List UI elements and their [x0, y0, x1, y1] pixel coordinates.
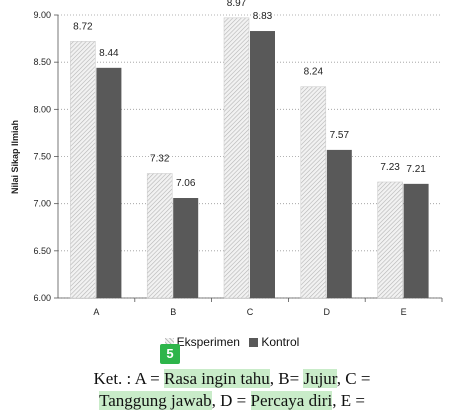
caption-text: Ket. : A = — [93, 369, 165, 388]
x-tick-label: C — [247, 307, 254, 317]
caption: Ket. : A = Rasa ingin tahu, B= Jujur, C … — [0, 368, 464, 412]
legend-label-kontrol: Kontrol — [261, 334, 300, 349]
bar-eksperimen-b — [146, 173, 173, 299]
caption-highlight-b: Jujur — [303, 369, 337, 388]
y-tick-label: 9.00 — [33, 10, 51, 20]
bar-eksperimen-e — [377, 181, 403, 299]
y-tick-label: 8.00 — [33, 104, 51, 114]
x-tick-label: E — [401, 307, 407, 317]
bar-eksperimen-c — [223, 17, 250, 299]
x-tick-label: A — [93, 307, 99, 317]
x-tick-label: B — [170, 307, 176, 317]
bar-kontrol-d — [326, 149, 352, 298]
data-label: 7.32 — [150, 153, 170, 164]
caption-highlight-c: Tanggung jawab — [99, 391, 212, 410]
data-label: 8.24 — [304, 67, 324, 78]
bar-kontrol-c — [250, 31, 275, 298]
legend-item-kontrol: Kontrol — [249, 335, 299, 349]
caption-text: , B= — [269, 369, 304, 388]
legend-swatch-kontrol — [249, 338, 259, 348]
legend-swatch-eksperimen — [164, 338, 174, 348]
data-label: 8.72 — [73, 21, 93, 32]
data-label: 8.97 — [227, 0, 247, 9]
legend-item-eksperimen: Eksperimen — [164, 334, 240, 349]
bar-eksperimen-d — [300, 86, 327, 299]
caption-highlight-a: Rasa ingin tahu — [164, 369, 270, 388]
data-label: 7.06 — [176, 178, 196, 189]
y-tick-label: 6.50 — [33, 246, 51, 256]
caption-text: , E = — [332, 391, 365, 410]
bar-kontrol-a — [96, 67, 122, 299]
data-label: 7.57 — [330, 130, 350, 141]
legend-label-eksperimen: Eksperimen — [176, 334, 240, 349]
x-tick-label: D — [324, 307, 331, 317]
data-label: 7.21 — [406, 164, 426, 175]
data-label: 8.44 — [99, 48, 119, 59]
bar-eksperimen-a — [70, 41, 96, 299]
y-tick-label: 8.50 — [33, 57, 51, 67]
y-tick-label: 6.00 — [33, 293, 51, 303]
data-label: 7.23 — [380, 162, 400, 173]
data-label: 8.83 — [253, 11, 273, 22]
caption-text: , C = — [336, 369, 371, 388]
y-tick-label: 7.50 — [33, 152, 51, 162]
annotation-badge: 5 — [160, 344, 180, 364]
bar-chart: 6.00 6.50 7.00 7.50 8.00 8.50 9.00 A 8.72 8.44 B 7.… — [10, 0, 443, 317]
bars — [70, 17, 429, 299]
legend: Eksperimen Kontrol — [0, 334, 464, 349]
bar-kontrol-e — [403, 183, 429, 298]
y-axis-label: Nilai Sikap Ilmiah — [10, 120, 20, 194]
y-tick-label: 7.00 — [33, 199, 51, 209]
caption-text: , D = — [211, 391, 251, 410]
caption-highlight-d: Percaya diri — [250, 391, 333, 410]
labels: 6.00 6.50 7.00 7.50 8.00 8.50 9.00 A 8.72 8.44 B 7.… — [33, 0, 426, 317]
bar-kontrol-b — [173, 198, 199, 298]
